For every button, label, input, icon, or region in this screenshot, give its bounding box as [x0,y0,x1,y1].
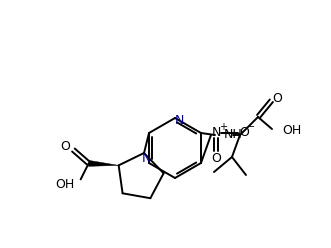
Text: OH: OH [282,124,301,137]
Text: N: N [211,126,221,139]
Text: −: − [247,122,255,132]
Text: O: O [211,152,221,164]
Text: N: N [141,152,151,164]
Text: O: O [272,92,282,104]
Text: O: O [239,126,249,139]
Polygon shape [88,160,118,166]
Text: NH: NH [224,127,243,141]
Text: OH: OH [55,178,74,191]
Text: O: O [61,140,71,153]
Text: +: + [219,122,227,132]
Text: N: N [174,115,184,127]
